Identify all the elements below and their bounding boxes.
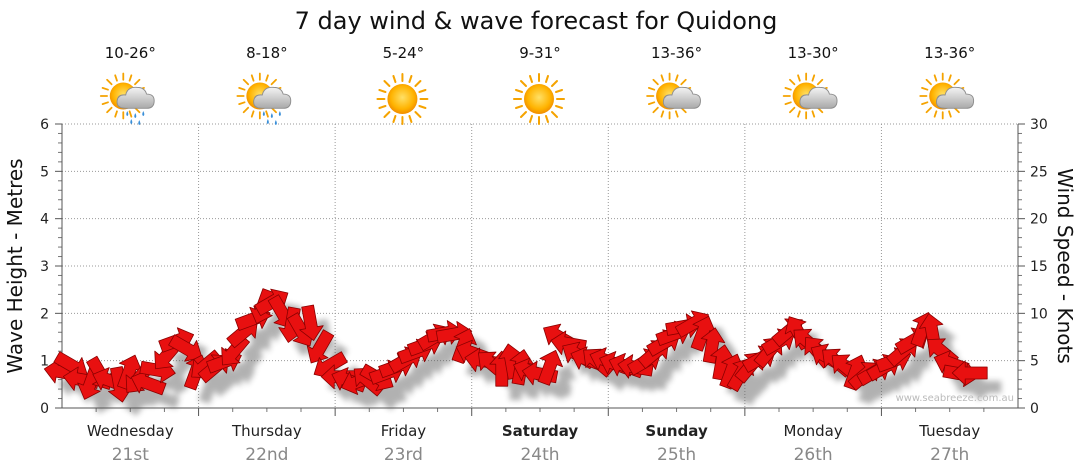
watermark: www.seabreeze.com.au (896, 393, 1014, 404)
left-axis-label: Wave Height - Metres (3, 158, 27, 373)
right-tick-label: 30 (1030, 117, 1048, 133)
left-tick-label: 3 (40, 259, 49, 275)
wind-arrow (130, 370, 167, 396)
right-tick-label: 25 (1030, 164, 1048, 180)
wind-arrow (306, 329, 335, 364)
day-name: Friday (381, 422, 427, 440)
wind-arrow-shadow (966, 374, 1002, 399)
wind-arrow-shadow (552, 364, 577, 400)
day-name: Monday (784, 422, 843, 440)
day-temperature: 13-36° (651, 44, 702, 62)
rain-icon (126, 111, 145, 125)
tick-labels: 0 01 52 103 154 205 256 30 (40, 117, 1048, 417)
sun-cloud-rain-icon (236, 72, 292, 125)
day-headers: 10-26° Wednesday 21st 8-18° Thursday 22nd 5-24… (87, 44, 980, 465)
sun-icon (513, 73, 565, 125)
wind-arrow (951, 360, 988, 386)
right-tick-label: 20 (1030, 212, 1048, 228)
day-date: 24th (520, 445, 559, 465)
wind-arrow (537, 349, 563, 386)
day-name: Thursday (231, 422, 302, 440)
day-temperature: 9-31° (519, 44, 561, 62)
wind-series (43, 288, 988, 403)
sun-cloud-icon (919, 72, 975, 120)
day-date: 23rd (384, 445, 423, 465)
left-tick-label: 5 (40, 164, 49, 180)
wind-arrow (690, 315, 716, 352)
sun-icon (376, 73, 429, 125)
day-date: 25th (657, 445, 696, 465)
day-temperature: 10-26° (105, 44, 156, 62)
day-temperature: 13-30° (788, 44, 839, 62)
wind-arrow (299, 304, 324, 341)
right-axis-label: Wind Speed - Knots (1053, 168, 1077, 364)
left-tick-label: 4 (40, 212, 49, 228)
wind-arrow-shadow (235, 348, 264, 379)
left-tick-label: 2 (40, 306, 49, 322)
left-tick-label: 6 (40, 117, 49, 133)
right-tick-label: 5 (1030, 354, 1039, 370)
day-date: 27th (930, 445, 969, 465)
right-tick-label: 10 (1030, 306, 1048, 322)
day-temperature: 8-18° (246, 44, 288, 62)
sun-cloud-icon (646, 72, 701, 120)
right-tick-label: 15 (1030, 259, 1048, 275)
sun-cloud-icon (782, 72, 838, 120)
day-date: 21st (112, 445, 149, 465)
day-name: Tuesday (918, 422, 980, 440)
day-name: Wednesday (87, 422, 174, 440)
sun-icon (513, 73, 565, 125)
day-name: Saturday (502, 422, 579, 440)
day-temperature: 5-24° (383, 44, 425, 62)
wind-arrow-shadow (240, 333, 272, 362)
day-date: 22nd (245, 445, 288, 465)
rain-icon (262, 111, 281, 125)
day-date: 26th (794, 445, 833, 465)
day-temperature: 13-36° (924, 44, 975, 62)
day-name: Sunday (645, 422, 708, 440)
right-tick-label: 0 (1030, 401, 1039, 417)
sun-icon (376, 73, 429, 125)
sun-cloud-rain-icon (99, 72, 155, 125)
left-tick-label: 0 (40, 401, 49, 417)
left-tick-label: 1 (40, 354, 49, 370)
chart-title: 7 day wind & wave forecast for Quidong (295, 7, 778, 35)
